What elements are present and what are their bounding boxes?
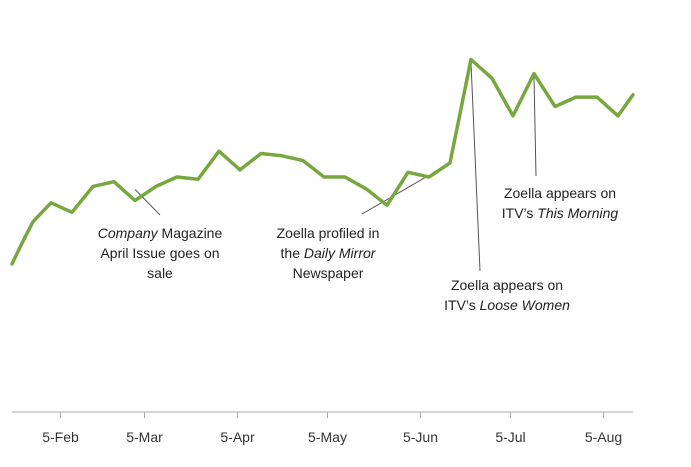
annotation-leader-morning — [533, 76, 537, 177]
data-point — [385, 204, 388, 207]
data-point — [616, 114, 619, 117]
data-point — [574, 96, 577, 99]
data-point — [631, 93, 634, 96]
annotation-text-mirror: Zoella profiled in — [277, 225, 380, 241]
data-point — [595, 96, 598, 99]
data-point — [448, 161, 451, 164]
x-tick-label: 5-May — [308, 429, 347, 445]
annotation-text-mirror: Newspaper — [293, 265, 364, 281]
data-point — [91, 185, 94, 188]
annotation-text-company: sale — [147, 265, 173, 281]
annotation-text-company: April Issue goes on — [100, 245, 219, 261]
annotation-leader-loose — [470, 62, 481, 272]
data-point — [217, 150, 220, 153]
data-point — [133, 199, 136, 202]
data-point — [10, 262, 13, 265]
annotation-text-mirror: the Daily Mirror — [281, 245, 377, 261]
x-tick-label: 5-Jul — [495, 429, 525, 445]
data-point — [31, 220, 34, 223]
x-axis-ticks — [60, 412, 604, 418]
annotation-text-morning: Zoella appears on — [504, 185, 616, 201]
data-point — [49, 201, 52, 204]
data-point — [322, 175, 325, 178]
x-axis-tick-labels: 5-Feb 5-Mar 5-Apr 5-May 5-Jun 5-Jul 5-Aug — [42, 429, 622, 445]
data-point — [175, 175, 178, 178]
x-tick-label: 5-Feb — [42, 429, 79, 445]
data-point — [406, 171, 409, 174]
data-point — [238, 168, 241, 171]
annotation-text-company: Company Magazine — [98, 225, 223, 241]
data-point — [280, 154, 283, 157]
data-point — [511, 114, 514, 117]
x-tick-label: 5-Mar — [126, 429, 163, 445]
data-point — [364, 187, 367, 190]
data-point — [469, 58, 472, 61]
data-point — [343, 175, 346, 178]
data-point — [70, 211, 73, 214]
x-tick-label: 5-Aug — [585, 429, 622, 445]
annotation-leader-company — [134, 189, 161, 216]
annotation-text-morning: ITV’s This Morning — [502, 205, 619, 221]
data-point — [259, 152, 262, 155]
annotation-text-loose: ITV’s Loose Women — [444, 297, 570, 313]
annotation-labels: Company Magazine April Issue goes on sale Z… — [98, 185, 619, 313]
data-point — [427, 175, 430, 178]
data-point — [490, 77, 493, 80]
data-point — [553, 105, 556, 108]
data-point — [532, 72, 535, 75]
data-point — [301, 159, 304, 162]
x-tick-label: 5-Apr — [220, 429, 255, 445]
series-line — [10, 57, 635, 266]
data-point — [196, 178, 199, 181]
annotation-text-loose: Zoella appears on — [451, 277, 563, 293]
x-tick-label: 5-Jun — [403, 429, 438, 445]
data-point — [112, 180, 115, 183]
data-point — [19, 244, 22, 247]
annotation-leader-lines — [134, 62, 537, 272]
data-point — [154, 185, 157, 188]
